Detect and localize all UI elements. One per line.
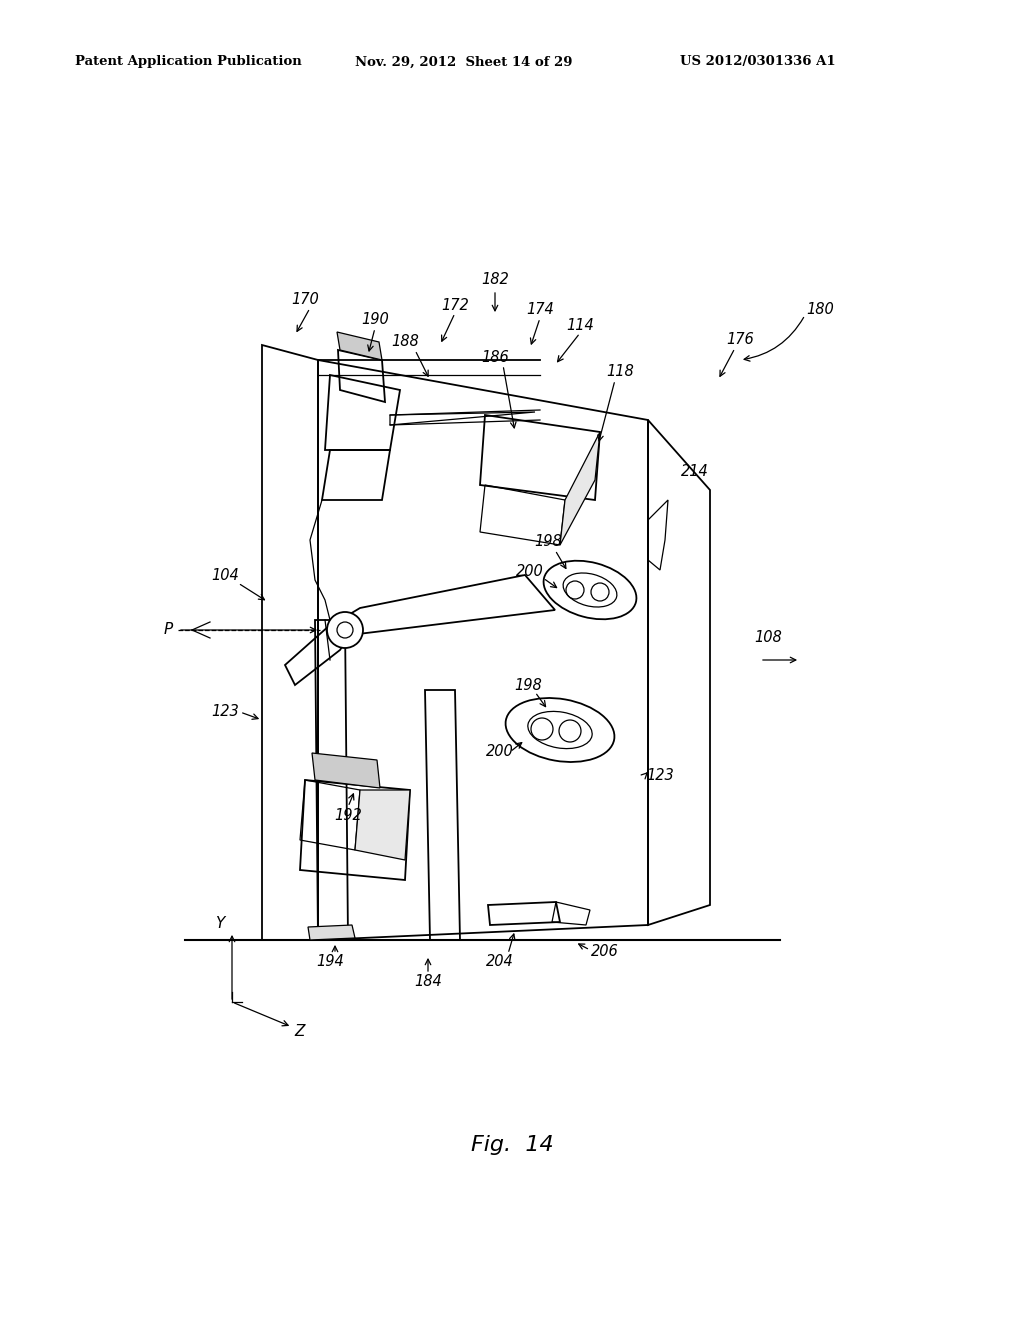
Text: 192: 192 xyxy=(334,808,361,822)
Polygon shape xyxy=(308,925,355,940)
Text: Fig.  14: Fig. 14 xyxy=(471,1135,553,1155)
Text: 198: 198 xyxy=(535,535,562,549)
Polygon shape xyxy=(355,789,410,861)
Polygon shape xyxy=(312,752,380,788)
Text: 200: 200 xyxy=(486,744,514,759)
Text: P: P xyxy=(164,623,173,638)
Text: 206: 206 xyxy=(591,945,618,960)
Text: Nov. 29, 2012  Sheet 14 of 29: Nov. 29, 2012 Sheet 14 of 29 xyxy=(355,55,572,69)
Ellipse shape xyxy=(563,573,616,607)
Text: 184: 184 xyxy=(414,974,442,990)
Text: 104: 104 xyxy=(211,568,239,582)
Text: 170: 170 xyxy=(291,293,318,308)
Text: 188: 188 xyxy=(391,334,419,350)
Ellipse shape xyxy=(527,711,592,748)
Text: 118: 118 xyxy=(606,364,634,380)
Circle shape xyxy=(327,612,362,648)
Text: 190: 190 xyxy=(361,313,389,327)
Polygon shape xyxy=(560,432,600,545)
Text: 198: 198 xyxy=(514,677,542,693)
Text: 194: 194 xyxy=(316,954,344,969)
Text: 123: 123 xyxy=(646,767,674,783)
Text: 123: 123 xyxy=(211,705,239,719)
Text: 186: 186 xyxy=(481,350,509,364)
Text: 174: 174 xyxy=(526,302,554,318)
Text: 108: 108 xyxy=(754,630,782,644)
Text: Y: Y xyxy=(215,916,224,932)
Text: US 2012/0301336 A1: US 2012/0301336 A1 xyxy=(680,55,836,69)
Text: 176: 176 xyxy=(726,333,754,347)
Text: 114: 114 xyxy=(566,318,594,333)
Text: 204: 204 xyxy=(486,954,514,969)
Text: 214: 214 xyxy=(681,465,709,479)
Text: Z: Z xyxy=(295,1024,305,1040)
Text: 200: 200 xyxy=(516,565,544,579)
Text: 180: 180 xyxy=(806,302,834,318)
Polygon shape xyxy=(337,333,382,360)
Text: 172: 172 xyxy=(441,297,469,313)
Text: Patent Application Publication: Patent Application Publication xyxy=(75,55,302,69)
Text: 182: 182 xyxy=(481,272,509,288)
